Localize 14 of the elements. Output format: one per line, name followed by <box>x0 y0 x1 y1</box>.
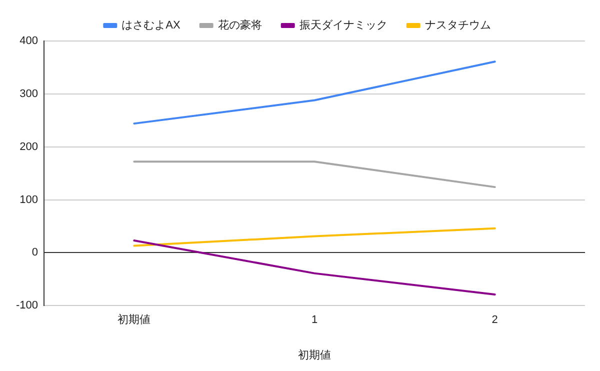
legend-label: 花の豪将 <box>218 18 262 32</box>
legend-label: はさむよAX <box>122 20 181 32</box>
legend-label: 振天ダイナミック <box>299 20 388 32</box>
y-tick-label: 200 <box>20 140 38 153</box>
y-tick-label: 0 <box>32 246 38 259</box>
y-tick-label: 300 <box>20 88 38 100</box>
x-tick-label: 2 <box>492 314 498 326</box>
y-tick-label: -100 <box>16 300 38 312</box>
legend-label: ナスタチウム <box>424 20 491 32</box>
y-tick-label: 100 <box>20 194 38 206</box>
x-tick-label: 1 <box>311 314 318 326</box>
x-axis-title: 初期値 <box>298 348 332 362</box>
x-tick-label: 初期値 <box>118 313 151 326</box>
y-tick-label: 400 <box>20 35 38 48</box>
